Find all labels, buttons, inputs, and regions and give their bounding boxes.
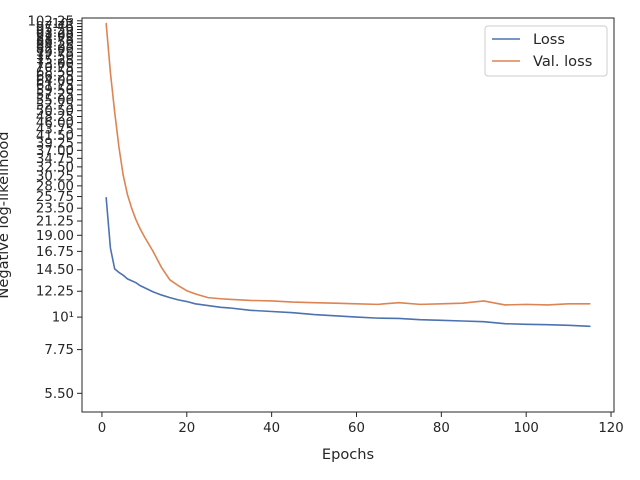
y-tick-label: 52.75 <box>36 99 74 114</box>
series-line-loss <box>105 196 591 328</box>
y-tick-label: 37.00 <box>36 144 74 159</box>
x-tick-label: 0 <box>98 421 106 436</box>
y-tick-label: 10¹ <box>52 311 74 326</box>
y-tick-label: 28.00 <box>36 179 74 194</box>
y-tick-label: 84.25 <box>36 39 74 54</box>
y-tick-label: 32.50 <box>36 160 74 175</box>
y-tick-label: 12.25 <box>36 285 74 300</box>
y-axis-ticks: 5.50 7.75 10¹ 12.25 14.50 16.7519.0021.2523.5… <box>27 14 82 402</box>
y-tick-label: 91.00 <box>36 29 74 44</box>
y-tick-label: 102.25 <box>27 14 74 29</box>
y-tick-label: 43.75 <box>36 122 74 137</box>
y-tick-label: 46.00 <box>36 116 74 131</box>
plot-area <box>105 22 591 328</box>
y-tick-label: 95.50 <box>36 23 74 38</box>
x-axis-label: Epochs <box>322 446 374 463</box>
x-axis-ticks: 0 20 40 60 80 100 120 <box>98 412 624 436</box>
y-tick-label: 39.25 <box>36 136 74 151</box>
y-tick-label: 70.75 <box>36 61 74 76</box>
series-line-val-loss <box>105 22 591 306</box>
y-tick-label: 7.75 <box>44 343 74 358</box>
y-tick-label: 68.50 <box>36 65 74 80</box>
y-tick-label: 5.50 <box>44 387 74 402</box>
x-tick-label: 40 <box>263 421 280 436</box>
y-tick-label: 82.00 <box>36 42 74 57</box>
y-tick-label: 10² <box>52 17 74 32</box>
y-axis-label: Negative log-likelihood <box>0 131 12 298</box>
y-tick-label: 79.75 <box>36 46 74 61</box>
y-tick-label: 86.50 <box>36 36 74 51</box>
y-tick-label: 73.00 <box>36 57 74 72</box>
y-tick-label: 16.75 <box>36 245 74 260</box>
y-tick-label: 66.25 <box>36 70 74 85</box>
y-tick-label: 25.75 <box>36 190 74 205</box>
axes-frame <box>81 17 615 413</box>
y-tick-label: 59.50 <box>36 83 74 98</box>
x-tick-label: 60 <box>348 421 365 436</box>
y-tick-label: 41.50 <box>36 129 74 144</box>
y-tick-label: 97.75 <box>36 20 74 35</box>
legend-label-val-loss: Val. loss <box>533 53 592 70</box>
y-tick-label: 21.25 <box>36 215 74 230</box>
x-tick-label: 20 <box>178 421 195 436</box>
x-tick-label: 80 <box>433 421 450 436</box>
y-tick-label: 61.75 <box>36 79 74 94</box>
legend-label-loss: Loss <box>533 31 565 48</box>
y-tick-label: 57.25 <box>36 88 74 103</box>
y-tick-label: 34.75 <box>36 152 74 167</box>
y-tick-label: 77.50 <box>36 50 74 65</box>
y-tick-label: 55.00 <box>36 93 74 108</box>
y-tick-label: 48.25 <box>36 110 74 125</box>
y-tick-label: 88.75 <box>36 32 74 47</box>
y-tick-label: 64.00 <box>36 74 74 89</box>
legend: Loss Val. loss <box>484 25 608 77</box>
y-tick-label: 30.25 <box>36 170 74 185</box>
y-tick-label: 93.25 <box>36 26 74 41</box>
y-tick-label: 23.50 <box>36 202 74 217</box>
y-tick-label: 50.50 <box>36 104 74 119</box>
x-tick-label: 120 <box>598 421 623 436</box>
y-tick-label: 14.50 <box>36 263 74 278</box>
x-tick-label: 100 <box>513 421 538 436</box>
y-tick-label: 75.25 <box>36 53 74 68</box>
y-tick-label: 19.00 <box>36 229 74 244</box>
